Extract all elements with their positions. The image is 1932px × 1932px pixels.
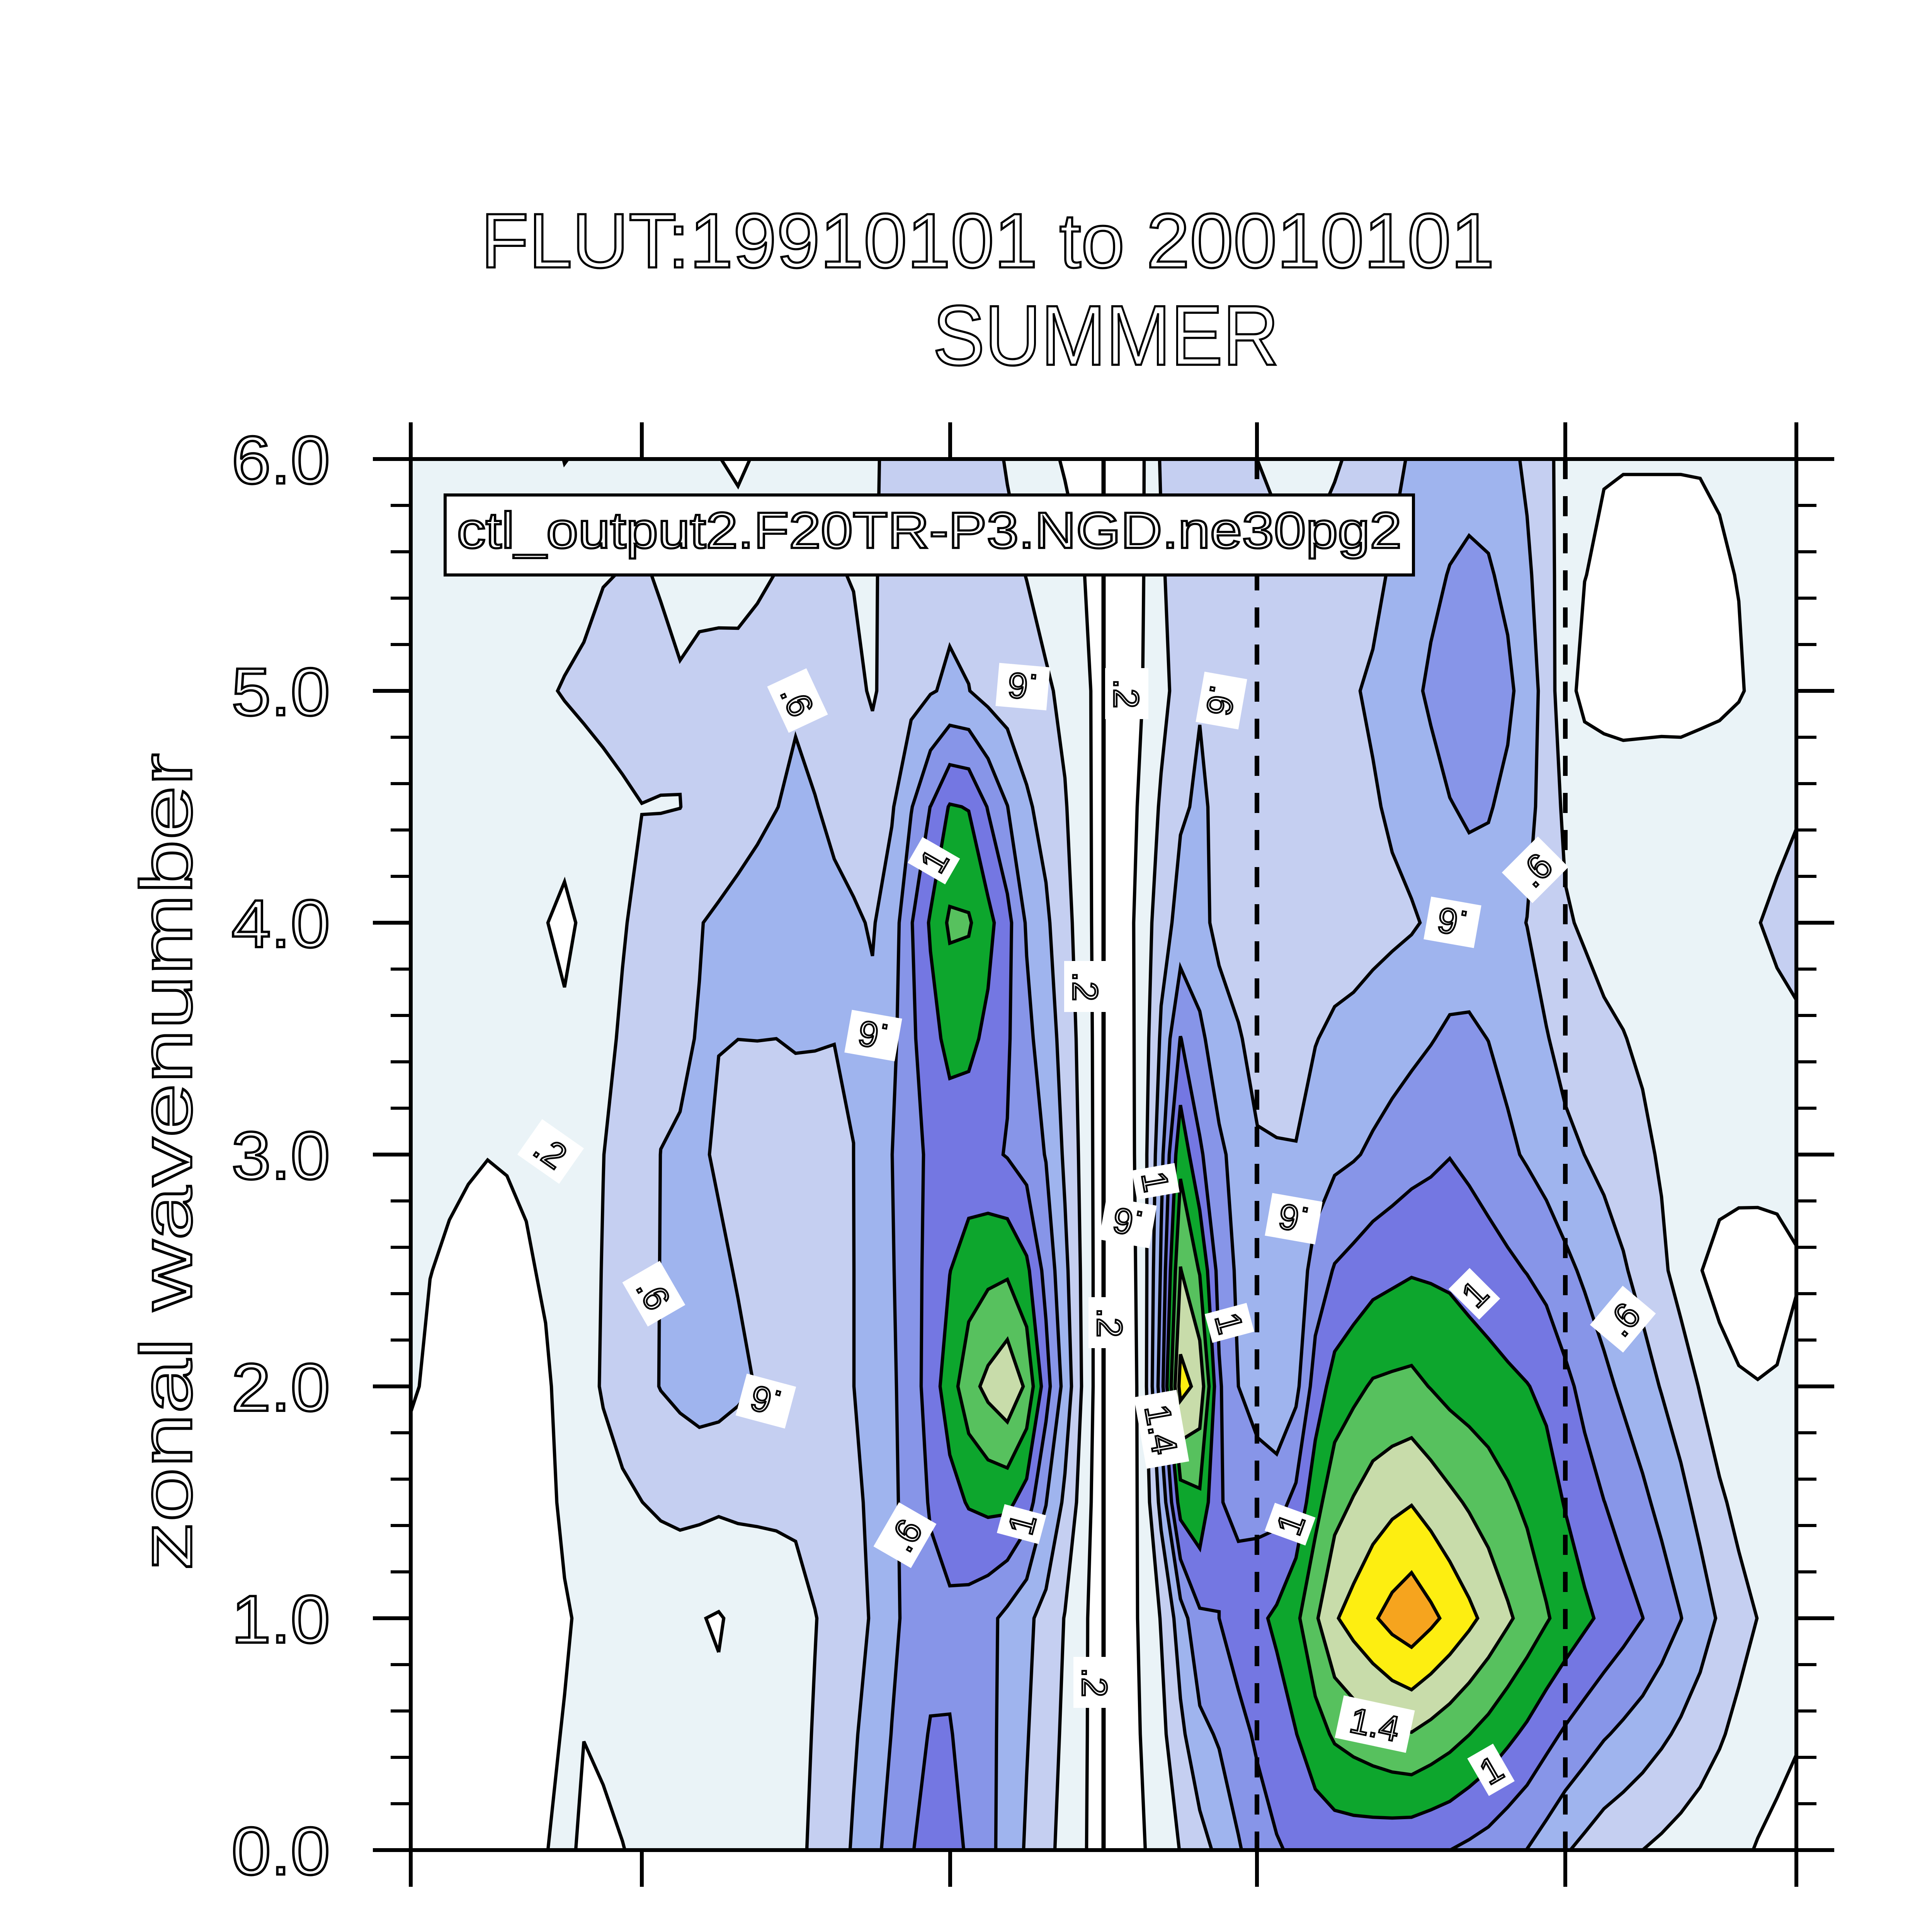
svg-text:FLUT:19910101 to 20010101: FLUT:19910101 to 20010101 bbox=[481, 198, 1495, 284]
svg-text:30d: 30d bbox=[585, 1925, 699, 1932]
svg-text:SUMMER: SUMMER bbox=[933, 288, 1279, 383]
svg-text:.2: .2 bbox=[1090, 1308, 1129, 1338]
svg-text:5.0: 5.0 bbox=[231, 655, 330, 730]
svg-text:.2: .2 bbox=[1106, 679, 1146, 709]
svg-text:.2: .2 bbox=[1065, 972, 1105, 1002]
svg-text:20d: 20d bbox=[1739, 1925, 1854, 1932]
svg-text:2.0: 2.0 bbox=[231, 1350, 330, 1425]
svg-text:.6: .6 bbox=[1007, 665, 1039, 707]
svg-text:30d: 30d bbox=[1508, 1925, 1622, 1932]
svg-text:0.0: 0.0 bbox=[231, 1814, 330, 1889]
svg-text:20d: 20d bbox=[354, 1925, 468, 1932]
svg-text:90d: 90d bbox=[893, 1925, 1007, 1932]
svg-text:4.0: 4.0 bbox=[231, 886, 330, 962]
svg-text:ctl_output2.F20TR-P3.NGD.ne30p: ctl_output2.F20TR-P3.NGD.ne30pg2 bbox=[457, 502, 1402, 559]
svg-text:1.4: 1.4 bbox=[1137, 1402, 1185, 1458]
svg-text:zonal wavenumber: zonal wavenumber bbox=[126, 753, 207, 1571]
svg-text:6.0: 6.0 bbox=[231, 423, 330, 498]
svg-text:.2: .2 bbox=[1075, 1668, 1114, 1697]
svg-text:90d: 90d bbox=[1200, 1925, 1314, 1932]
svg-text:1.0: 1.0 bbox=[231, 1582, 330, 1657]
svg-text:3.0: 3.0 bbox=[231, 1118, 330, 1194]
